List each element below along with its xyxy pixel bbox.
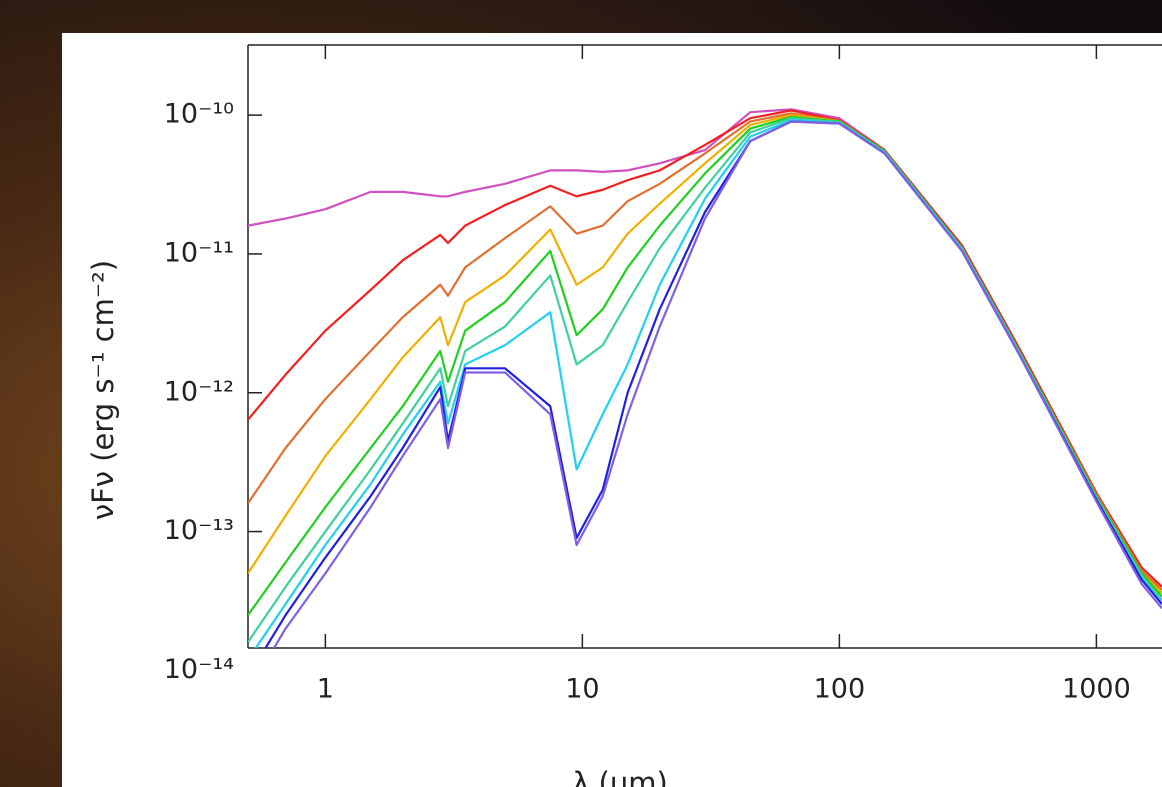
y-tick-label: 10⁻¹⁰ (164, 99, 234, 130)
plot-frame (247, 44, 1162, 649)
y-tick-label: 10⁻¹⁴ (164, 654, 234, 685)
x-tick-label: 100 (814, 674, 866, 705)
x-tick-label: 10 (565, 674, 599, 705)
lines (248, 108, 1162, 648)
y-tick-label: 10⁻¹² (164, 376, 234, 407)
x-tick-label: 1000 (1062, 674, 1131, 705)
series-line (272, 120, 1162, 648)
y-tick-label: 10⁻¹³ (164, 515, 234, 546)
x-tick-label: 1 (317, 674, 334, 705)
series-line (248, 109, 1162, 588)
x-axis-title: λ (μm) (572, 766, 668, 787)
panel (62, 33, 1162, 787)
y-axis-title: νFν (erg s⁻¹ cm⁻²) (86, 260, 120, 520)
y-tick-label: 10⁻¹¹ (164, 237, 234, 268)
